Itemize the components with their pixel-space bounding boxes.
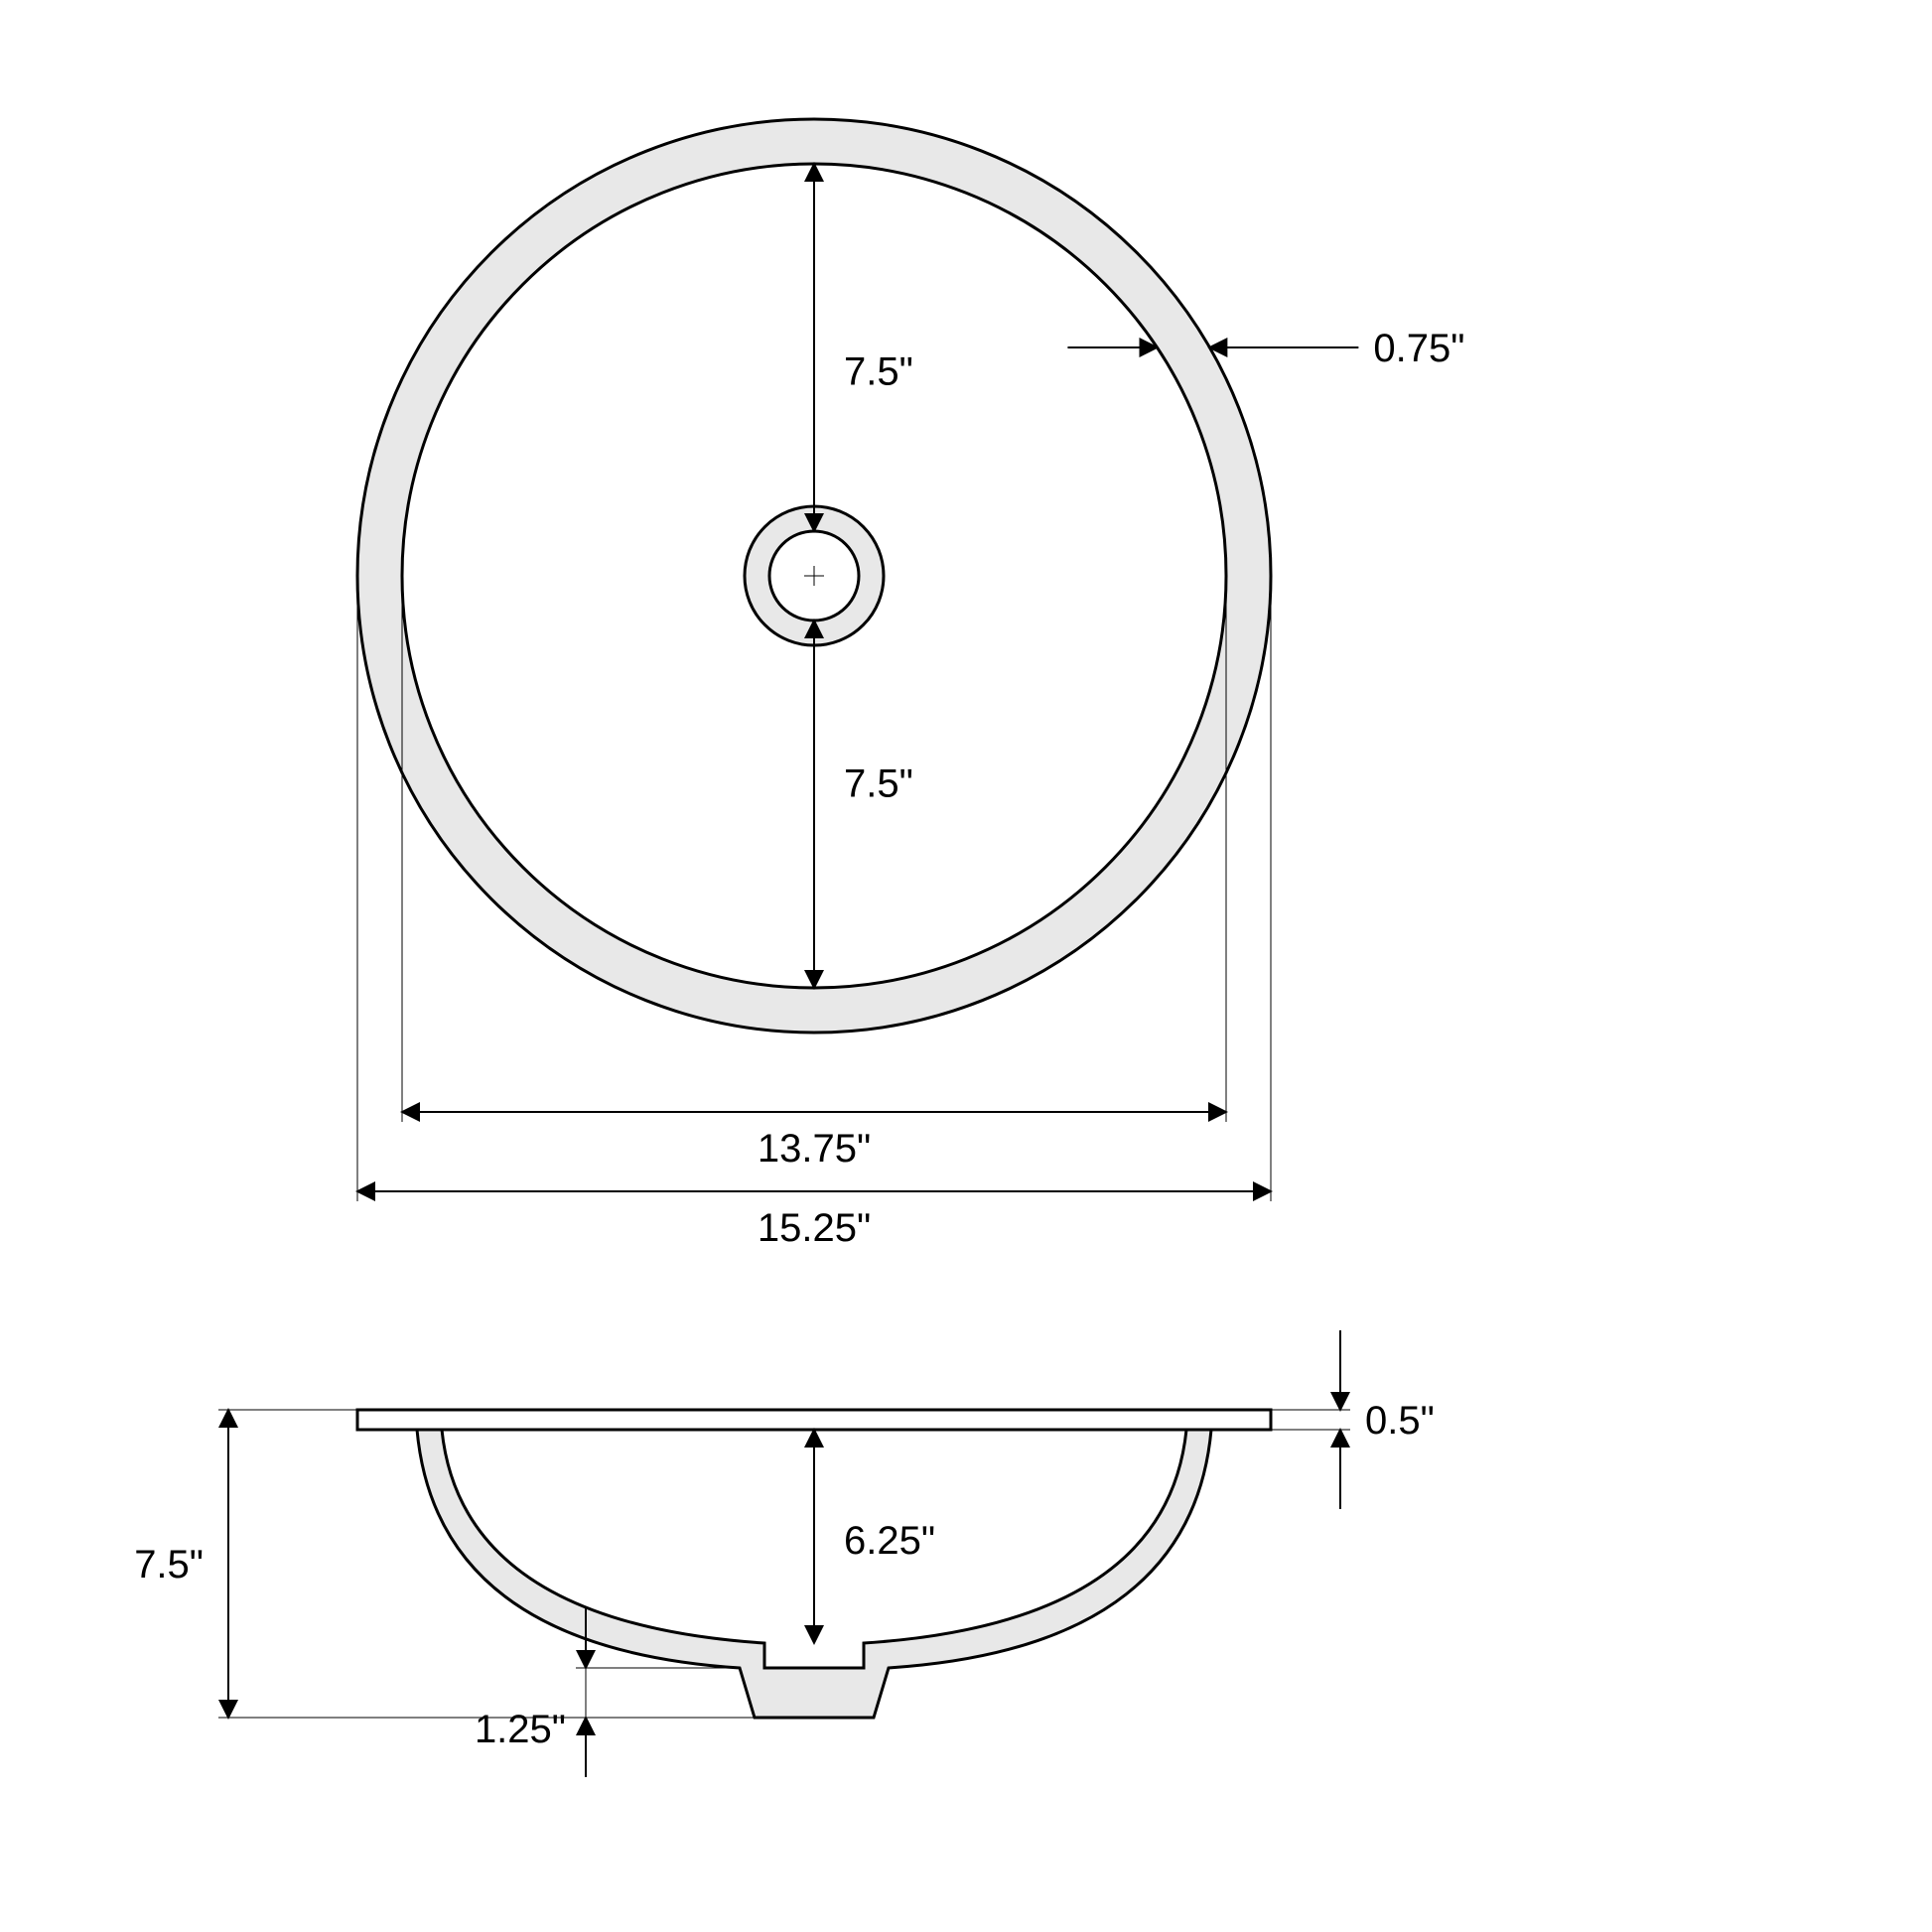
dim-radius-top: 7.5" (844, 350, 913, 394)
dim-inner-height: 6.25" (844, 1519, 935, 1563)
side-view-rim (357, 1410, 1271, 1430)
dim-radius-bottom: 7.5" (844, 762, 913, 806)
dim-rim-thickness-side: 0.5" (1365, 1399, 1435, 1443)
dim-outer-diameter: 15.25" (758, 1206, 871, 1250)
dim-rim-thickness: 0.75" (1373, 327, 1464, 370)
dim-drain-height: 1.25" (475, 1708, 566, 1751)
dimension-drawing: 7.5" 7.5" 0.75" 13.75" 15.25" 7.5" 6.25" 1.25" 0… (0, 0, 1932, 1932)
dim-inner-diameter: 13.75" (758, 1127, 871, 1171)
dim-overall-height: 7.5" (134, 1543, 204, 1587)
